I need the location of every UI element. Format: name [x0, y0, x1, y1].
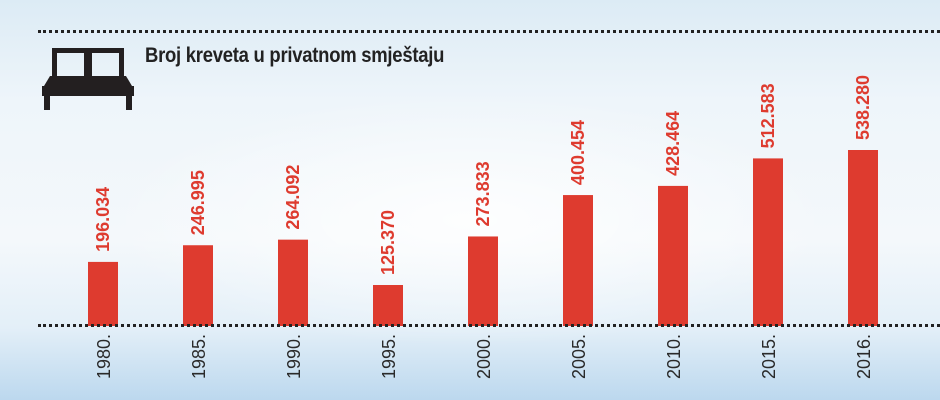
bar-1990	[278, 239, 308, 326]
x-tick-label: 1990.	[284, 334, 304, 379]
chart-title: Broj kreveta u privatnom smještaju	[145, 44, 445, 67]
bar-2010	[658, 185, 688, 326]
x-tick-label: 2016.	[854, 334, 874, 379]
bar-1980	[88, 261, 118, 326]
x-tick-label: 2005.	[569, 334, 589, 379]
value-label: 196.034	[93, 187, 113, 252]
x-tick-label: 2010.	[664, 334, 684, 379]
x-tick-label: 1995.	[379, 334, 399, 379]
top-dotted-divider	[38, 30, 940, 33]
x-tick-label: 1980.	[94, 334, 114, 379]
bar-2005	[563, 195, 593, 326]
value-label: 512.583	[758, 83, 778, 148]
value-label: 273.833	[473, 161, 493, 226]
value-label: 246.995	[188, 170, 208, 235]
bar-2015	[753, 158, 783, 326]
baseline-dotted-axis	[38, 324, 940, 327]
bar-2000	[468, 236, 498, 326]
x-tick-label: 2015.	[759, 334, 779, 379]
x-tick-label: 2000.	[474, 334, 494, 379]
bar-1995	[373, 285, 403, 326]
value-label: 538.280	[853, 75, 873, 140]
value-label: 125.370	[378, 210, 398, 275]
bar-2016	[848, 150, 878, 326]
value-label: 428.464	[663, 111, 683, 176]
value-label: 400.454	[568, 120, 588, 185]
bar-1985	[183, 245, 213, 326]
bed-icon	[40, 46, 136, 117]
x-tick-label: 1985.	[189, 334, 209, 379]
value-label: 264.092	[283, 165, 303, 230]
